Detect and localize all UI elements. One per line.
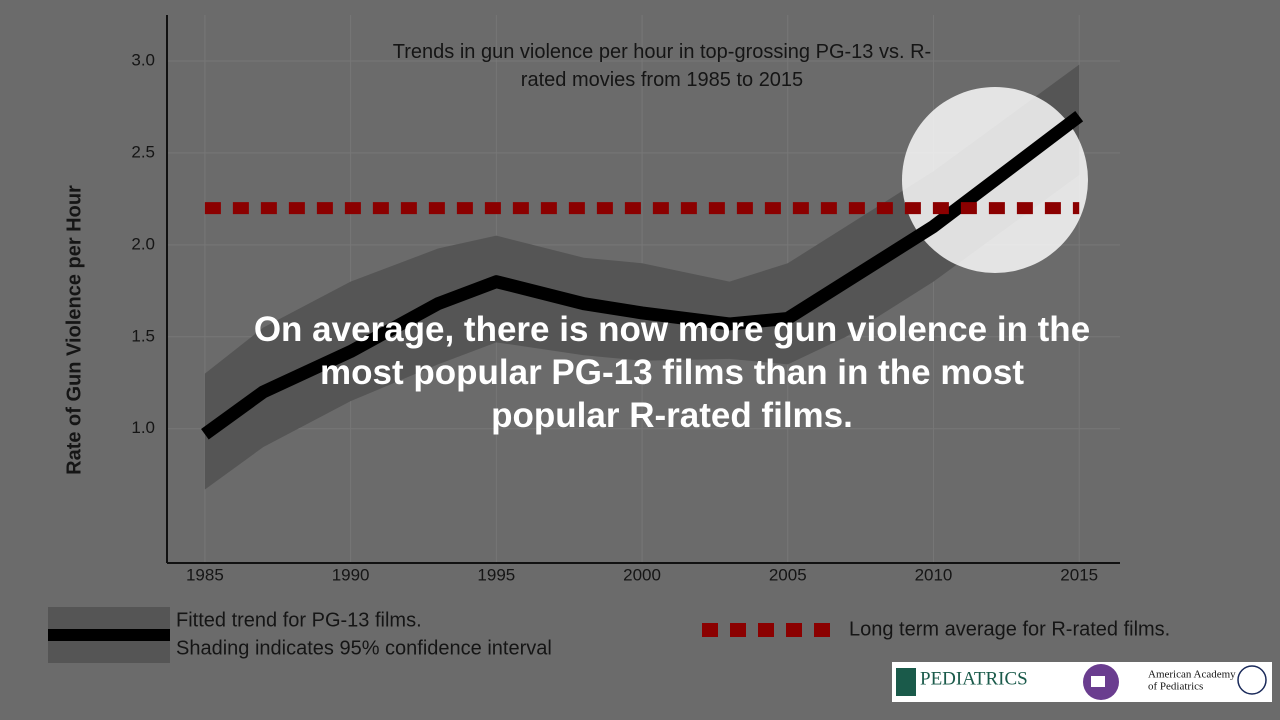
y-tick-label: 3.0 (131, 50, 155, 69)
legend-label: Shading indicates 95% confidence interva… (176, 637, 552, 659)
trend-line (201, 110, 1084, 440)
x-tick-label: 2005 (769, 565, 807, 584)
y-tick-label: 2.5 (131, 142, 155, 161)
y-tick-label: 1.0 (131, 418, 155, 437)
y-tick-label: 1.5 (131, 326, 155, 345)
legend-label: Fitted trend for PG-13 films. (176, 609, 422, 631)
x-tick-label: 2015 (1060, 565, 1098, 584)
overlay-caption: On average, there is now more gun violen… (253, 310, 1091, 435)
legend-label: Long term average for R-rated films. (849, 618, 1170, 640)
journal-logo: PEDIATRICS (920, 668, 1028, 689)
chart-title: Trends in gun violence per hour in top-g… (392, 41, 932, 91)
org-logo: American Academy (1148, 669, 1236, 681)
y-axis-label: Rate of Gun Violence per Hour (63, 185, 85, 475)
x-tick-label: 1985 (186, 565, 224, 584)
logo-box (892, 662, 1272, 702)
x-tick-label: 2010 (915, 565, 953, 584)
org-logo: of Pediatrics (1148, 681, 1203, 693)
plot: 1.0 1.5 2.0 2.5 3.0 1985 1990 1995 2000 2005 2010 2… (131, 15, 1120, 584)
journal-icon (896, 668, 916, 696)
x-tick-label: 2000 (623, 565, 661, 584)
video-icon-camera (1091, 676, 1105, 687)
x-tick-label: 1990 (332, 565, 370, 584)
confidence-band (204, 64, 1080, 490)
x-tick-label: 1995 (477, 565, 515, 584)
y-tick-label: 2.0 (131, 234, 155, 253)
org-seal (1237, 665, 1267, 695)
